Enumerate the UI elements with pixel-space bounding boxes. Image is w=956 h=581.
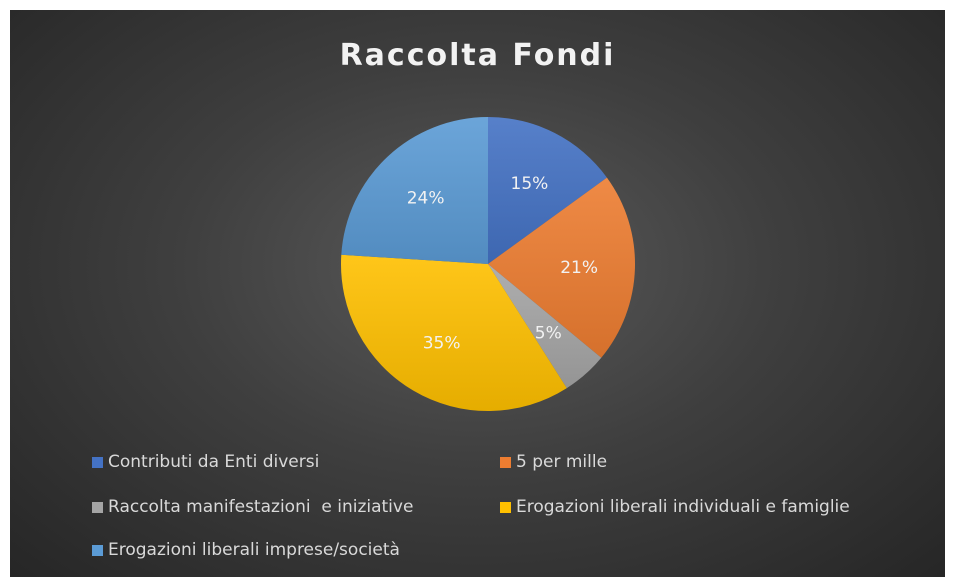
pie-label-raccolta-manifestazioni: 5% [535,323,562,343]
chart-area: Raccolta Fondi 15% 21% 5% 35% 24% Contributi… [10,10,945,577]
legend-label: 5 per mille [516,452,608,472]
chart-title: Raccolta Fondi [339,38,616,73]
legend-swatch [92,456,103,468]
legend-item-erogazioni-imprese: Erogazioni liberali imprese/società [92,540,400,560]
pie-label-erogazioni-imprese: 24% [407,189,445,209]
legend-label: Erogazioni liberali imprese/società [108,540,400,560]
legend-swatch [92,544,103,556]
legend-label: Raccolta manifestazioni e iniziative [108,497,414,517]
pie-slice-shade [488,177,636,358]
legend-swatch [500,456,511,468]
legend-swatch [500,501,511,513]
legend: Contributi da Enti diversi 5 per mille R… [10,10,945,577]
legend-item-raccolta-manifestazioni: Raccolta manifestazioni e iniziative [92,497,413,517]
legend-item-5-per-mille: 5 per mille [500,452,607,472]
pie-slice-shade [488,264,602,389]
pie-label-contributi-enti: 15% [511,174,549,194]
legend-item-erogazioni-individuali: Erogazioni liberali individuali e famigl… [500,497,850,517]
pie-chart: 15% 21% 5% 35% 24% [340,117,636,412]
legend-swatch [92,501,103,513]
legend-label: Contributi da Enti diversi [108,452,320,472]
pie-label-erogazioni-individuali: 35% [423,333,461,353]
pie-label-5-per-mille: 21% [560,258,598,278]
pie-slice-shade [488,117,607,264]
legend-label: Erogazioni liberali individuali e famigl… [516,497,850,517]
pie-slice-shade [341,117,488,264]
pie-slice-shade [340,254,567,412]
legend-item-contributi-enti: Contributi da Enti diversi [92,452,319,472]
